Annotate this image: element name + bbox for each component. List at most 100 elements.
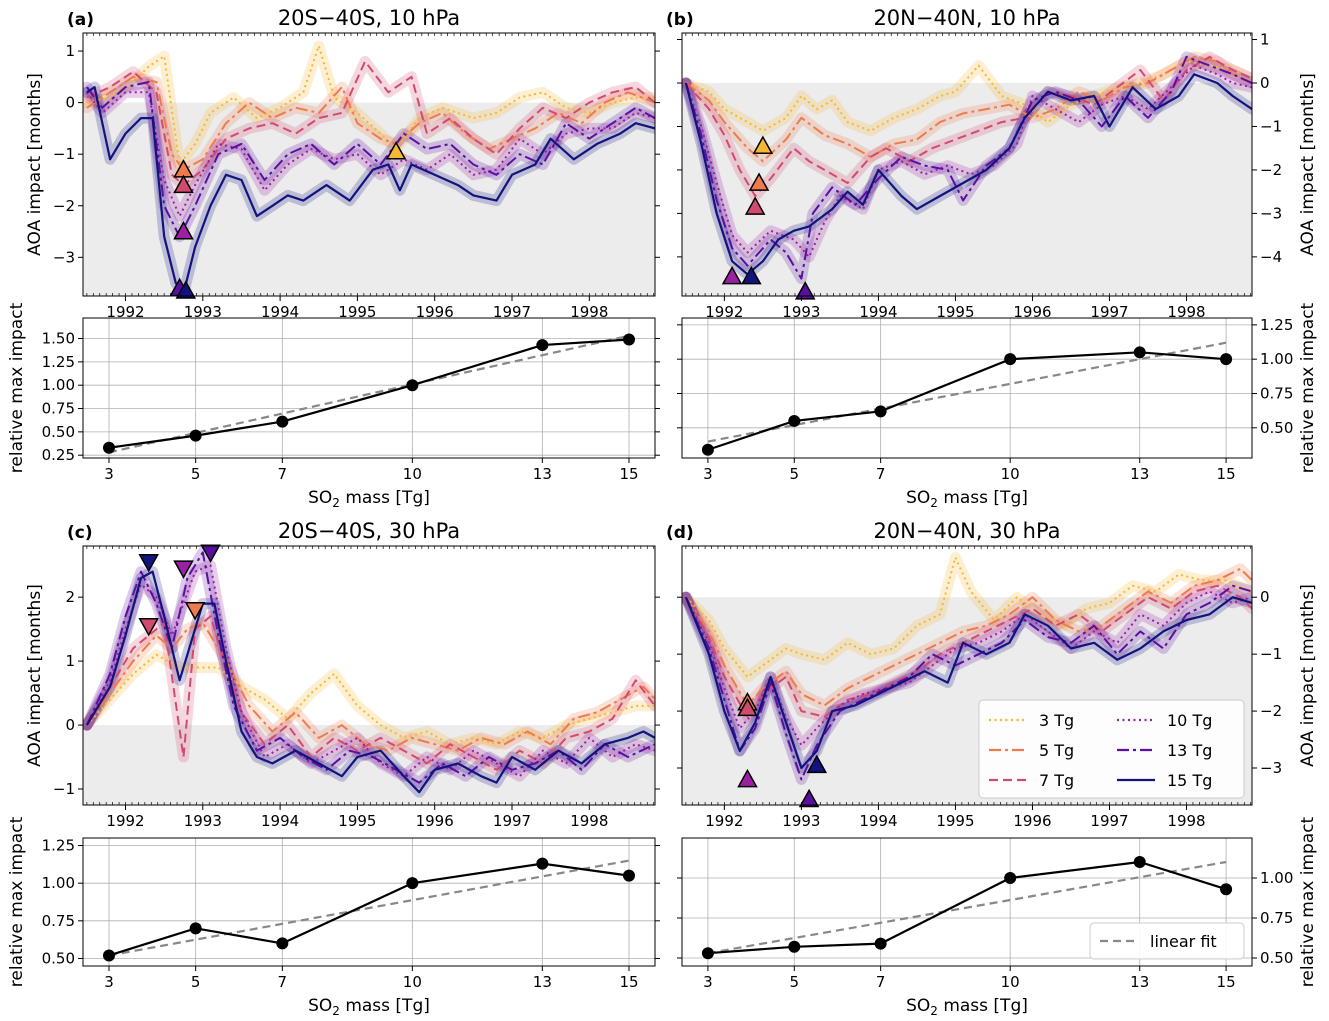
series-halo-3tg bbox=[682, 551, 1252, 683]
x-tick-label: 1998 bbox=[1167, 303, 1205, 321]
x-tick-label: 3 bbox=[104, 973, 114, 991]
axes-frame bbox=[681, 837, 1253, 967]
x-tick-label: 1997 bbox=[493, 812, 531, 830]
fit-legend: linear fit bbox=[1089, 922, 1245, 960]
x-tick-label: 1995 bbox=[936, 812, 974, 830]
x-tick-label: 5 bbox=[789, 973, 799, 991]
series-line-15tg bbox=[85, 570, 655, 794]
y-tick-label: −3 bbox=[1260, 204, 1282, 222]
relative-impact-point bbox=[406, 877, 419, 890]
max-impact-marker-3tg bbox=[752, 135, 774, 154]
y-tick-label: −1 bbox=[1260, 645, 1282, 663]
axes-frame bbox=[82, 545, 656, 806]
x-tick-label: 10 bbox=[403, 973, 422, 991]
y-tick-label: −1 bbox=[53, 145, 75, 163]
max-impact-marker-10tg bbox=[721, 265, 743, 285]
x-tick-label: 3 bbox=[104, 465, 114, 483]
x-tick-label: 1996 bbox=[1013, 303, 1051, 321]
relative-impact-point bbox=[701, 443, 714, 456]
relative-impact-point bbox=[1133, 856, 1146, 868]
relative-impact-point bbox=[788, 940, 801, 953]
x-tick-label: 10 bbox=[1001, 973, 1020, 991]
x-tick-label: 7 bbox=[876, 973, 886, 991]
y-tick-label: 1.25 bbox=[1260, 316, 1293, 334]
series-line-10tg bbox=[86, 91, 655, 218]
y-tick-label: 1 bbox=[65, 42, 75, 60]
plot-area bbox=[83, 546, 655, 805]
relative-impact-point bbox=[1220, 883, 1233, 896]
y-axis-label: AOA impact [months] bbox=[25, 73, 45, 256]
panel-title: 20S−40S, 30 hPa bbox=[278, 519, 460, 543]
max-impact-marker-7tg bbox=[173, 174, 194, 194]
y-axis-label: AOA impact [months] bbox=[1298, 584, 1318, 767]
series-line-10tg bbox=[684, 64, 1252, 258]
max-impact-marker-15tg bbox=[175, 280, 197, 299]
relative-impact-line bbox=[707, 351, 1227, 451]
max-impact-marker-10tg bbox=[173, 560, 194, 579]
x-axis-label: SO2 mass [Tg] bbox=[308, 996, 430, 1018]
x-tick-label: 1998 bbox=[570, 303, 608, 321]
relative-impact-point bbox=[189, 429, 202, 442]
linear-fit-line bbox=[108, 334, 630, 454]
max-impact-marker-10tg bbox=[737, 768, 758, 788]
relative-impact-point bbox=[103, 949, 115, 962]
panel-title: 20N−40N, 30 hPa bbox=[873, 519, 1060, 543]
x-tick-label: 15 bbox=[619, 465, 638, 483]
series-line-5tg bbox=[86, 75, 655, 171]
series-line-15tg bbox=[684, 73, 1252, 276]
x-tick-label: 1993 bbox=[782, 812, 820, 830]
y-tick-label: 1.50 bbox=[42, 330, 75, 348]
relative-impact-point bbox=[536, 339, 549, 352]
x-tick-label: 7 bbox=[278, 973, 288, 991]
y-tick-label: 2 bbox=[65, 588, 75, 606]
axes-frame bbox=[82, 32, 656, 297]
panel-2: 1992 1993 1994 1995 1996 1997 1998 −4 −3 −2 −1 0 1 AO… bbox=[666, 6, 1318, 321]
panel-1: 1992 1993 1994 1995 1996 1997 1998 −3 −2 −1 0 1 AOA … bbox=[25, 6, 660, 321]
x-tick-label: 1993 bbox=[184, 303, 222, 321]
relative-impact-point bbox=[276, 415, 289, 428]
y-tick-label: 0 bbox=[1260, 588, 1270, 606]
x-tick-label: 1994 bbox=[859, 812, 897, 830]
y-tick-label: −3 bbox=[1260, 759, 1282, 777]
relative-impact-line bbox=[108, 338, 630, 449]
y-tick-label: 1.00 bbox=[1260, 869, 1293, 887]
panel-letter: (c) bbox=[67, 523, 93, 543]
legend-box bbox=[978, 699, 1245, 799]
y-tick-label: 0 bbox=[1260, 74, 1270, 92]
legend-label: 13 Tg bbox=[1167, 741, 1212, 760]
x-tick-label: 10 bbox=[1001, 465, 1020, 483]
max-impact-marker-5tg bbox=[748, 172, 770, 191]
y-tick-label: 0.75 bbox=[1260, 909, 1293, 927]
y-axis-label: relative max impact bbox=[1298, 302, 1318, 473]
x-tick-label: 5 bbox=[789, 465, 799, 483]
relative-impact-point bbox=[1004, 353, 1017, 366]
panel-title: 20N−40N, 10 hPa bbox=[873, 6, 1060, 30]
series-line-7tg bbox=[86, 60, 655, 187]
y-tick-label: 0.75 bbox=[42, 912, 75, 930]
panel-8: 3 5 7 10 13 15 0.50 0.75 1.00 relative max impact… bbox=[677, 816, 1318, 1018]
panel-7: 3 5 7 10 13 15 0.50 0.75 1.00 1.25 relative max im… bbox=[7, 816, 660, 1018]
y-axis-label: AOA impact [months] bbox=[1298, 73, 1318, 256]
series-line-15tg bbox=[684, 596, 1252, 770]
negative-shading bbox=[83, 725, 655, 805]
x-tick-label: 1998 bbox=[570, 812, 608, 830]
x-tick-label: 1997 bbox=[1090, 303, 1128, 321]
relative-impact-line bbox=[707, 860, 1227, 955]
relative-impact-point bbox=[788, 414, 801, 427]
max-impact-marker-3tg bbox=[385, 141, 407, 160]
relative-impact-point bbox=[406, 379, 419, 392]
plot-area bbox=[83, 40, 655, 296]
series-line-3tg bbox=[685, 60, 1252, 132]
relative-impact-line bbox=[108, 862, 630, 957]
panel-title: 20S−40S, 10 hPa bbox=[278, 6, 460, 30]
y-axis-label: relative max impact bbox=[1298, 816, 1318, 987]
x-tick-label: 13 bbox=[533, 465, 552, 483]
y-tick-label: 1 bbox=[1260, 31, 1270, 49]
x-tick-label: 15 bbox=[1217, 465, 1236, 483]
x-tick-label: 1996 bbox=[416, 303, 454, 321]
axes-frame bbox=[82, 837, 656, 967]
y-tick-label: −1 bbox=[1260, 117, 1282, 135]
x-tick-label: 13 bbox=[1130, 973, 1149, 991]
x-tick-label: 1993 bbox=[782, 303, 820, 321]
